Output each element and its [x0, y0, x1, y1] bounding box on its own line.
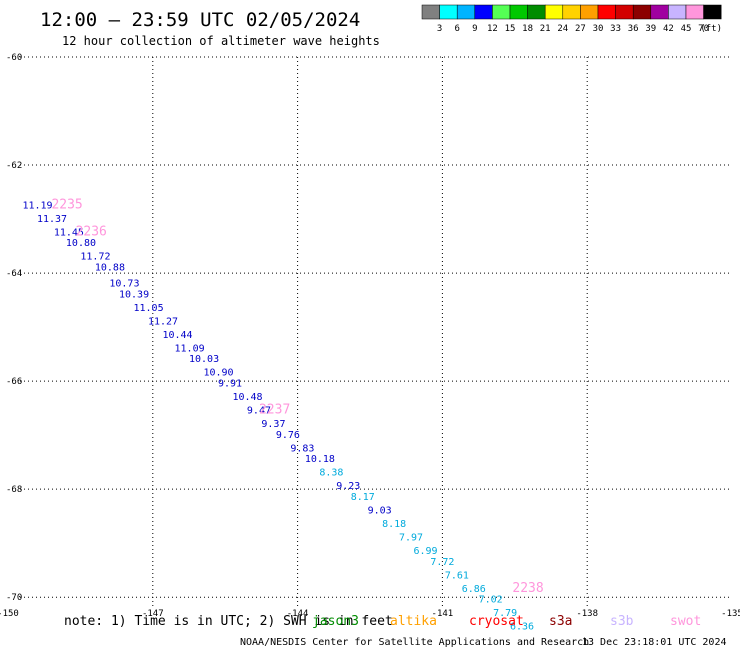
wave-height-label: 11.09: [175, 343, 205, 354]
colorbar-label: 18: [522, 24, 533, 34]
wave-height-label: 8.38: [319, 468, 343, 479]
credit-agency: NOAA/NESDIS Center for Satellite Applica…: [240, 637, 589, 648]
wave-height-label: 10.48: [232, 392, 262, 403]
colorbar-label: 24: [557, 24, 568, 34]
colorbar-swatch: [597, 4, 616, 20]
wave-height-label: 9.03: [368, 505, 392, 516]
y-tick-label: -66: [6, 377, 22, 387]
wave-height-label: 9.23: [336, 481, 360, 492]
colorbar-swatch: [650, 4, 669, 20]
wave-height-label: 10.88: [95, 262, 125, 273]
credit-timestamp: 13 Dec 23:18:01 UTC 2024: [582, 637, 727, 648]
colorbar-swatch: [632, 4, 652, 20]
wave-height-label: 8.17: [351, 492, 375, 503]
wave-height-label: 10.18: [305, 454, 335, 465]
wave-height-label: 11.72: [80, 252, 110, 263]
colorbar-swatch: [439, 4, 458, 20]
colorbar-swatch: [562, 4, 581, 20]
chart-subtitle: 12 hour collection of altimeter wave hei…: [62, 34, 380, 48]
legend-cryosat: cryosat: [469, 614, 524, 629]
wave-height-label: 10.03: [189, 354, 219, 365]
colorbar-swatch: [580, 4, 599, 20]
footer-note: note: 1) Time is in UTC; 2) SWH is in fe…: [64, 614, 701, 629]
legend-s3a: s3a: [549, 614, 572, 629]
legend-swot: swot: [670, 614, 701, 629]
colorbar-swatch: [421, 4, 440, 20]
colorbar-swatch: [492, 4, 511, 20]
wave-height-label: 7.79: [493, 608, 517, 619]
y-tick-label: -68: [6, 485, 22, 495]
footer-note-text: note: 1) Time is in UTC; 2) SWH is in fe…: [64, 614, 393, 629]
wave-height-label: 10.44: [162, 330, 192, 341]
wave-height-label: 6.86: [462, 584, 486, 595]
wave-height-label: 11.27: [148, 316, 178, 327]
wave-height-label: 10.39: [119, 289, 149, 300]
colorbar-label: 36: [628, 24, 639, 34]
x-tick-label: -144: [287, 609, 309, 619]
y-tick-label: -64: [6, 269, 22, 279]
pass-number-label: 2236: [76, 224, 107, 239]
wave-height-label: 9.91: [218, 379, 242, 390]
legend-altika: altika: [390, 614, 437, 629]
wave-height-label: 10.73: [109, 279, 139, 290]
colorbar-label: 15: [505, 24, 516, 34]
colorbar-swatch: [615, 4, 634, 20]
wave-height-label: 11.37: [37, 214, 67, 225]
x-tick-label: -138: [576, 609, 598, 619]
wave-height-label: 9.76: [276, 430, 300, 441]
wave-height-label: 11.19: [22, 200, 52, 211]
y-tick-label: -70: [6, 593, 22, 603]
x-tick-label: -147: [142, 609, 164, 619]
pass-number-label: 2237: [259, 403, 290, 418]
colorbar-label: 42: [663, 24, 674, 34]
colorbar-swatch: [668, 4, 687, 20]
colorbar-swatch: [527, 4, 546, 20]
colorbar-swatch: [509, 4, 528, 20]
colorbar-label: 39: [645, 24, 656, 34]
pass-number-label: 2235: [51, 197, 82, 212]
chart-title: 12:00 – 23:59 UTC 02/05/2024: [40, 9, 360, 31]
colorbar-label: 27: [575, 24, 586, 34]
y-tick-label: -62: [6, 161, 22, 171]
legend-s3b: s3b: [610, 614, 634, 629]
colorbar-label: 45: [681, 24, 692, 34]
colorbar-swatch: [544, 4, 564, 20]
y-tick-label: -60: [6, 53, 22, 63]
x-tick-label: -135: [721, 609, 740, 619]
wave-height-label: 11.45: [54, 227, 84, 238]
colorbar-swatch: [703, 4, 722, 20]
colorbar-unit: (ft): [700, 24, 722, 34]
colorbar: 3 6 9 12 15 18 21 24 27 30 33 36 39 42 45 70(ft): [421, 4, 722, 34]
legend-jason3: jason3: [312, 614, 359, 629]
colorbar-swatch: [474, 4, 493, 20]
wave-height-label: 10.90: [203, 368, 233, 379]
wave-height-label: 6.36: [510, 622, 534, 633]
colorbar-swatch: [456, 4, 476, 20]
colorbar-label: 3: [437, 24, 442, 34]
colorbar-swatch: [685, 4, 704, 20]
wave-height-label: 10.80: [66, 238, 96, 249]
colorbar-label: 70: [698, 24, 709, 34]
pass-number-label: 2238: [512, 581, 543, 596]
wave-height-label: 7.72: [430, 557, 454, 568]
wave-height-label: 7.61: [445, 570, 469, 581]
wave-height-label: 7.02: [479, 595, 503, 606]
colorbar-label: 9: [472, 24, 477, 34]
colorbar-label: 12: [487, 24, 498, 34]
x-tick-label: -141: [432, 609, 454, 619]
plot-area: -150 -147 -144 -141 -138 -135 -60 -62 -64 -66 -68 -…: [0, 53, 740, 633]
colorbar-label: 33: [610, 24, 621, 34]
wave-height-label: 9.47: [247, 406, 271, 417]
colorbar-label: 30: [593, 24, 604, 34]
x-tick-label: -150: [0, 609, 19, 619]
wave-height-label: 7.97: [399, 532, 423, 543]
wave-height-label: 9.83: [290, 443, 314, 454]
colorbar-label: 6: [454, 24, 459, 34]
wave-height-label: 9.37: [261, 419, 285, 430]
colorbar-label: 21: [540, 24, 551, 34]
wave-height-label: 8.18: [382, 519, 406, 530]
wave-height-label: 6.99: [413, 546, 437, 557]
wave-height-label: 11.05: [133, 303, 163, 314]
